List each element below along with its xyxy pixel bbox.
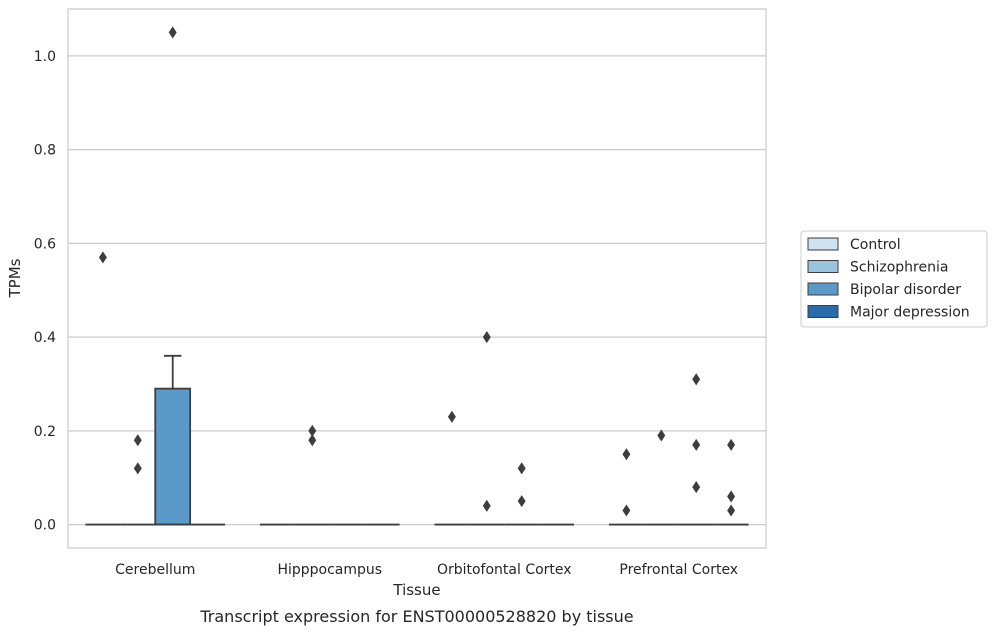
y-tick-label: 0.4	[34, 330, 56, 346]
legend-label: Schizophrenia	[850, 260, 948, 276]
y-tick-label: 0.0	[34, 518, 56, 534]
x-tick-label: Hipppocampus	[277, 562, 382, 578]
outlier-marker	[447, 410, 456, 423]
outlier-marker	[482, 331, 491, 344]
legend-swatch	[807, 305, 839, 318]
legend-swatch	[807, 237, 839, 251]
outlier-marker	[308, 434, 317, 447]
outlier-marker	[622, 448, 631, 461]
outlier-marker	[517, 495, 526, 508]
y-tick-label: 0.8	[34, 143, 56, 159]
legend-items: Control Schizophrenia Bipolar disorder Majo…	[807, 237, 970, 321]
boxes	[85, 354, 749, 526]
outlier-marker	[727, 504, 736, 517]
outlier-marker	[133, 434, 142, 447]
legend: Control Schizophrenia Bipolar disorder Majo…	[800, 230, 988, 328]
legend-label: Control	[850, 237, 901, 253]
outlier-marker	[692, 481, 701, 494]
outlier-marker	[133, 462, 142, 475]
outlier-marker	[657, 429, 666, 442]
x-tick-label: Prefrontal Cortex	[619, 562, 738, 578]
legend-swatch	[807, 260, 839, 273]
outlier-marker	[168, 26, 177, 39]
y-tick-label: 0.6	[34, 236, 56, 252]
legend-label: Bipolar disorder	[850, 282, 961, 298]
chart-title: Transcript expression for ENST0000052882…	[199, 607, 633, 626]
outlier-points	[98, 26, 736, 517]
outlier-marker	[692, 438, 701, 451]
legend-swatch	[807, 282, 839, 296]
x-tick-label: Orbitofontal Cortex	[437, 562, 572, 578]
x-axis-title: Tissue	[392, 581, 440, 599]
outlier-marker	[727, 438, 736, 451]
outlier-marker	[622, 504, 631, 517]
outlier-marker	[482, 499, 491, 512]
outlier-marker	[727, 490, 736, 503]
legend-frame	[800, 230, 988, 328]
y-tick-label: 0.2	[34, 424, 56, 440]
outlier-marker	[692, 373, 701, 386]
outlier-marker	[308, 424, 317, 437]
y-axis-title: TPMs	[6, 258, 24, 298]
x-tick-label: Cerebellum	[115, 562, 195, 578]
outlier-marker	[98, 251, 107, 264]
box-body	[154, 387, 192, 526]
outlier-marker	[517, 462, 526, 475]
x-tick-labels: Cerebellum Hipppocampus Orbitofontal Corte…	[115, 562, 738, 578]
legend-label: Major depression	[850, 305, 970, 321]
y-tick-label: 1.0	[34, 49, 56, 65]
y-tick-labels: 0.0 0.2 0.4 0.6 0.8 1.0	[34, 49, 56, 534]
